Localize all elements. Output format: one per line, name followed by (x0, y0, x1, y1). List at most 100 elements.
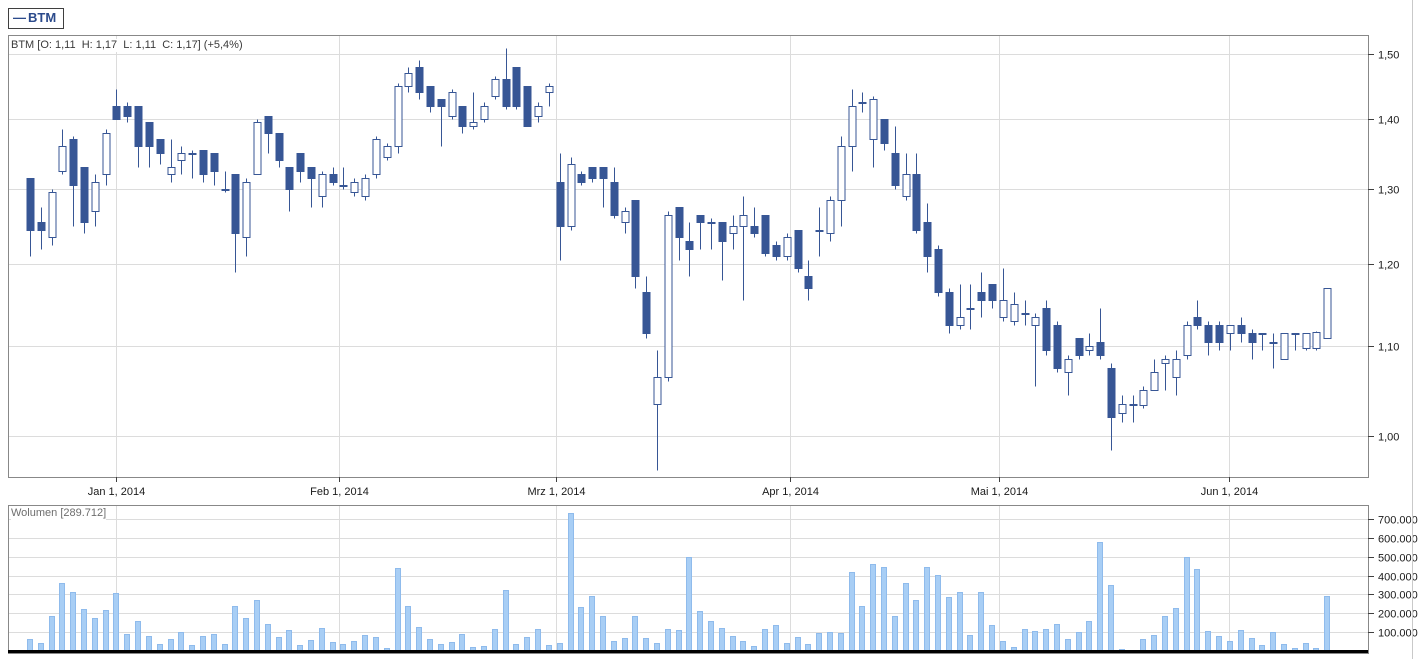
candle[interactable] (750, 207, 759, 238)
volume-bar[interactable] (113, 593, 119, 652)
legend-box[interactable]: — BTM (8, 8, 65, 29)
volume-bar[interactable] (27, 639, 33, 652)
volume-bar[interactable] (957, 592, 963, 652)
volume-bar[interactable] (1216, 636, 1222, 652)
candle[interactable] (804, 260, 813, 301)
candle[interactable] (58, 129, 67, 175)
candle[interactable] (545, 83, 554, 107)
candle[interactable] (1161, 355, 1170, 391)
candle[interactable] (815, 207, 824, 257)
candle[interactable] (123, 102, 132, 123)
volume-bar[interactable] (232, 606, 238, 652)
candle[interactable] (448, 89, 457, 120)
candle[interactable] (145, 122, 154, 168)
volume-bar[interactable] (308, 640, 314, 652)
volume-bar[interactable] (70, 592, 76, 652)
candle[interactable] (1183, 321, 1192, 360)
volume-bar[interactable] (773, 625, 779, 652)
candle[interactable] (912, 153, 921, 234)
volume-bar[interactable] (395, 568, 401, 652)
volume-bar[interactable] (319, 628, 325, 652)
volume-bar[interactable] (405, 606, 411, 652)
candle[interactable] (956, 284, 965, 330)
volume-bar[interactable] (1173, 608, 1179, 652)
volume-bar[interactable] (730, 636, 736, 652)
candle[interactable] (1193, 300, 1202, 330)
volume-bar[interactable] (200, 636, 206, 652)
volume-bar[interactable] (1270, 632, 1276, 652)
candle[interactable] (480, 102, 489, 123)
volume-bar[interactable] (600, 616, 606, 652)
candle[interactable] (1258, 333, 1267, 351)
candle[interactable] (1312, 331, 1321, 351)
candle[interactable] (1204, 321, 1213, 356)
candle[interactable] (91, 174, 100, 227)
volume-bar[interactable] (243, 618, 249, 652)
candle[interactable] (1042, 300, 1051, 356)
candle[interactable] (156, 139, 165, 165)
volume-bar[interactable] (903, 583, 909, 652)
volume-bar[interactable] (632, 616, 638, 652)
volume-bar[interactable] (254, 600, 260, 652)
volume-bar[interactable] (913, 600, 919, 652)
volume-bar[interactable] (211, 634, 217, 652)
candle[interactable] (458, 106, 467, 134)
volume-bar[interactable] (1108, 585, 1114, 652)
volume-bar[interactable] (1194, 569, 1200, 652)
volume-bar[interactable] (978, 592, 984, 652)
candle[interactable] (1096, 308, 1105, 360)
candle[interactable] (858, 92, 867, 113)
volume-bar[interactable] (1076, 632, 1082, 652)
candle[interactable] (307, 167, 316, 208)
volume-bar[interactable] (524, 637, 530, 652)
candle[interactable] (772, 241, 781, 261)
candle[interactable] (167, 139, 176, 183)
volume-bar[interactable] (892, 616, 898, 652)
volume-bar[interactable] (795, 637, 801, 652)
candle[interactable] (577, 171, 586, 186)
candle[interactable] (242, 178, 251, 257)
volume-bar[interactable] (1054, 624, 1060, 652)
candle[interactable] (491, 76, 500, 100)
volume-bar[interactable] (178, 632, 184, 652)
candle[interactable] (610, 167, 619, 219)
candle[interactable] (1053, 321, 1062, 373)
volume-bar[interactable] (946, 597, 952, 652)
volume-bar[interactable] (1184, 557, 1190, 652)
candle[interactable] (826, 196, 835, 242)
volume-bar[interactable] (373, 637, 379, 652)
volume-bar[interactable] (578, 607, 584, 652)
candle[interactable] (1302, 333, 1311, 351)
candle[interactable] (502, 48, 511, 110)
volume-bar[interactable] (1249, 638, 1255, 652)
candle[interactable] (664, 211, 673, 382)
candle[interactable] (945, 288, 954, 334)
candle[interactable] (631, 200, 640, 289)
candle[interactable] (383, 143, 392, 161)
candle[interactable] (988, 284, 997, 309)
candle[interactable] (966, 284, 975, 330)
candle[interactable] (977, 272, 986, 318)
candle[interactable] (567, 157, 576, 231)
volume-bar[interactable] (989, 625, 995, 652)
candle[interactable] (361, 174, 370, 201)
candle[interactable] (69, 136, 78, 227)
candle[interactable] (1150, 359, 1159, 391)
volume-bar[interactable] (762, 629, 768, 652)
volume-bar[interactable] (276, 637, 282, 652)
volume-bar[interactable] (1065, 639, 1071, 652)
candle[interactable] (329, 167, 338, 186)
candle[interactable] (1118, 395, 1127, 423)
candle[interactable] (285, 167, 294, 212)
volume-bar[interactable] (49, 616, 55, 652)
candle[interactable] (675, 207, 684, 261)
volume-bar[interactable] (838, 633, 844, 652)
volume-bar[interactable] (827, 632, 833, 652)
candle[interactable] (556, 153, 565, 261)
candle[interactable] (1226, 325, 1235, 351)
candle[interactable] (48, 189, 57, 246)
candle[interactable] (934, 245, 943, 297)
candle[interactable] (1107, 363, 1116, 451)
candle[interactable] (221, 171, 230, 193)
